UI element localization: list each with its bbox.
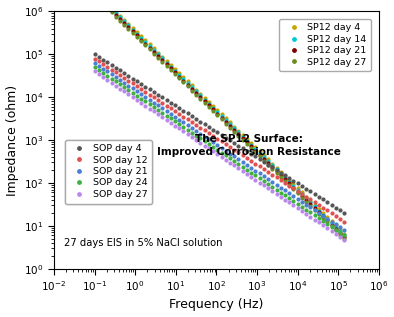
SOP day 27: [156, 112, 160, 116]
SOP day 21: [156, 104, 160, 107]
Line: SP12 day 4: SP12 day 4: [93, 0, 346, 235]
SP12 day 21: [135, 34, 139, 37]
SOP day 21: [249, 166, 253, 170]
SOP day 4: [156, 93, 160, 97]
SOP day 27: [135, 98, 139, 102]
SP12 day 4: [135, 30, 139, 34]
SP12 day 21: [249, 145, 253, 148]
SP12 day 4: [177, 71, 182, 75]
SOP day 4: [92, 52, 97, 56]
SP12 day 27: [135, 35, 139, 39]
SP12 day 14: [135, 32, 139, 36]
Text: The SP12 Surface:
Improved Corrosion Resistance: The SP12 Surface: Improved Corrosion Res…: [157, 133, 341, 157]
SOP day 12: [249, 159, 253, 163]
SP12 day 14: [173, 69, 177, 73]
SP12 day 27: [249, 146, 253, 150]
SP12 day 14: [249, 143, 253, 147]
SOP day 27: [164, 118, 169, 122]
SP12 day 14: [342, 233, 347, 237]
SP12 day 14: [177, 73, 182, 77]
Line: SOP day 24: SOP day 24: [93, 66, 346, 236]
SP12 day 21: [164, 62, 169, 66]
SOP day 27: [342, 238, 347, 242]
Line: SOP day 27: SOP day 27: [93, 70, 346, 241]
SOP day 12: [135, 84, 139, 88]
SOP day 24: [164, 114, 169, 118]
SOP day 21: [135, 89, 139, 93]
SOP day 12: [156, 98, 160, 102]
SOP day 12: [177, 112, 182, 116]
Line: SOP day 4: SOP day 4: [93, 53, 346, 214]
Line: SOP day 12: SOP day 12: [93, 57, 346, 223]
Text: 27 days EIS in 5% NaCl solution: 27 days EIS in 5% NaCl solution: [64, 238, 222, 248]
SP12 day 21: [156, 54, 160, 58]
SOP day 21: [342, 228, 347, 232]
SOP day 21: [177, 118, 182, 121]
SP12 day 21: [342, 235, 347, 239]
SOP day 27: [92, 69, 97, 73]
SP12 day 27: [164, 64, 169, 68]
SOP day 27: [177, 126, 182, 130]
SOP day 27: [173, 124, 177, 127]
SOP day 4: [177, 106, 182, 110]
SOP day 12: [342, 220, 347, 223]
SP12 day 21: [177, 75, 182, 79]
Line: SOP day 21: SOP day 21: [93, 61, 346, 231]
SOP day 24: [156, 108, 160, 112]
SP12 day 4: [156, 51, 160, 55]
SP12 day 4: [249, 141, 253, 145]
X-axis label: Frequency (Hz): Frequency (Hz): [169, 298, 264, 311]
SP12 day 27: [177, 76, 182, 80]
SP12 day 27: [173, 72, 177, 76]
Line: SP12 day 21: SP12 day 21: [93, 0, 346, 238]
SOP day 24: [135, 94, 139, 98]
SP12 day 4: [164, 59, 169, 63]
SP12 day 14: [156, 52, 160, 56]
Y-axis label: Impedance (ohm): Impedance (ohm): [6, 85, 19, 196]
SOP day 4: [164, 98, 169, 102]
SOP day 24: [92, 65, 97, 69]
SOP day 24: [342, 233, 347, 237]
SOP day 24: [173, 120, 177, 123]
SOP day 24: [177, 122, 182, 126]
SP12 day 14: [164, 61, 169, 64]
SOP day 4: [342, 211, 347, 215]
Line: SP12 day 27: SP12 day 27: [93, 0, 346, 240]
SOP day 27: [249, 175, 253, 179]
SOP day 12: [164, 104, 169, 107]
SOP day 12: [173, 109, 177, 113]
SP12 day 27: [342, 237, 347, 241]
Line: SP12 day 14: SP12 day 14: [93, 0, 346, 236]
SP12 day 4: [342, 232, 347, 236]
SOP day 21: [92, 61, 97, 65]
SOP day 12: [92, 57, 97, 61]
SOP day 4: [249, 152, 253, 156]
SOP day 21: [173, 115, 177, 119]
SOP day 21: [164, 109, 169, 113]
Legend: SOP day 4, SOP day 12, SOP day 21, SOP day 24, SOP day 27: SOP day 4, SOP day 12, SOP day 21, SOP d…: [65, 140, 152, 204]
SOP day 4: [135, 79, 139, 83]
SP12 day 27: [156, 56, 160, 60]
SOP day 24: [249, 171, 253, 174]
SOP day 4: [173, 104, 177, 107]
SP12 day 4: [173, 67, 177, 71]
SP12 day 21: [173, 71, 177, 74]
